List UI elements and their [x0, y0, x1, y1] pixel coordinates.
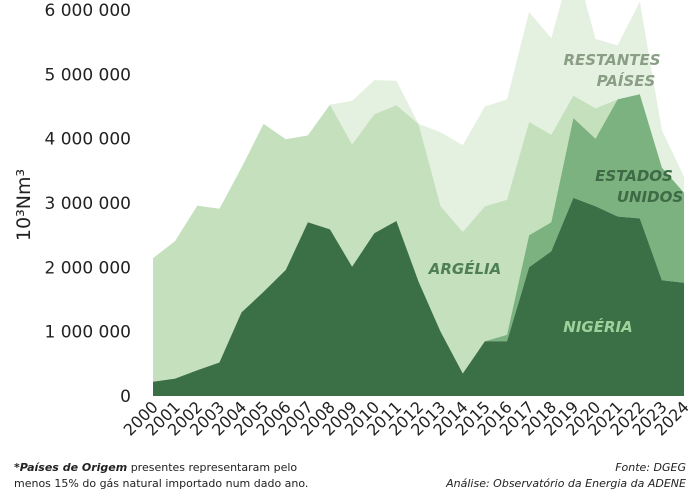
- series-labels: NIGÉRIA ESTADOS UNIDOS ARGÉLIA RESTANTES PAÍS…: [428, 51, 683, 336]
- y-axis-ticks: 0 1 000 000 2 000 000 3 000 000 4 000 000 5 0…: [44, 1, 131, 407]
- series-label: ESTADOS UNIDOS: [595, 167, 683, 206]
- series-label-line: NIGÉRIA: [563, 317, 632, 336]
- footnote: *Países de Origem presentes representara…: [14, 460, 334, 492]
- y-tick-label: 2 000 000: [44, 258, 131, 278]
- x-axis-ticks: 2000200120022003200420052006200720082009…: [120, 397, 693, 439]
- stacked-areas: [153, 0, 684, 396]
- y-tick-label: 6 000 000: [44, 1, 131, 21]
- footnote-text: presentes representaram pelo menos 15% d…: [14, 461, 309, 490]
- source: Fonte: DGEG Análise: Observatório da Ene…: [446, 460, 686, 492]
- series-label: RESTANTES PAÍSES: [563, 51, 660, 90]
- source-line-1: Fonte: DGEG: [615, 461, 686, 474]
- y-tick-label: 4 000 000: [44, 130, 131, 150]
- area-series-1: [153, 94, 684, 382]
- y-tick-label: 5 000 000: [44, 65, 131, 85]
- area-series-3: [153, 0, 684, 259]
- series-label-line: ARGÉLIA: [428, 259, 501, 278]
- area-series-0: [153, 197, 684, 396]
- source-line-2: Análise: Observatório da Energia da ADEN…: [446, 477, 686, 490]
- y-tick-label: 1 000 000: [44, 323, 131, 343]
- series-label-line: RESTANTES: [563, 51, 660, 69]
- y-axis-label: 10³Nm³: [13, 169, 35, 241]
- y-tick-label: 3 000 000: [44, 194, 131, 214]
- series-label-line: UNIDOS: [617, 188, 683, 206]
- chart: 0 1 000 000 2 000 000 3 000 000 4 000 000 5 0…: [13, 0, 693, 440]
- y-tick-label: 0: [120, 387, 131, 407]
- series-label-line: PAÍSES: [597, 71, 656, 90]
- area-series-2: [153, 94, 684, 382]
- series-label: NIGÉRIA: [563, 317, 632, 336]
- series-label-line: ESTADOS: [595, 167, 673, 185]
- series-label: ARGÉLIA: [428, 259, 501, 278]
- footnote-bold: *Países de Origem: [14, 461, 128, 474]
